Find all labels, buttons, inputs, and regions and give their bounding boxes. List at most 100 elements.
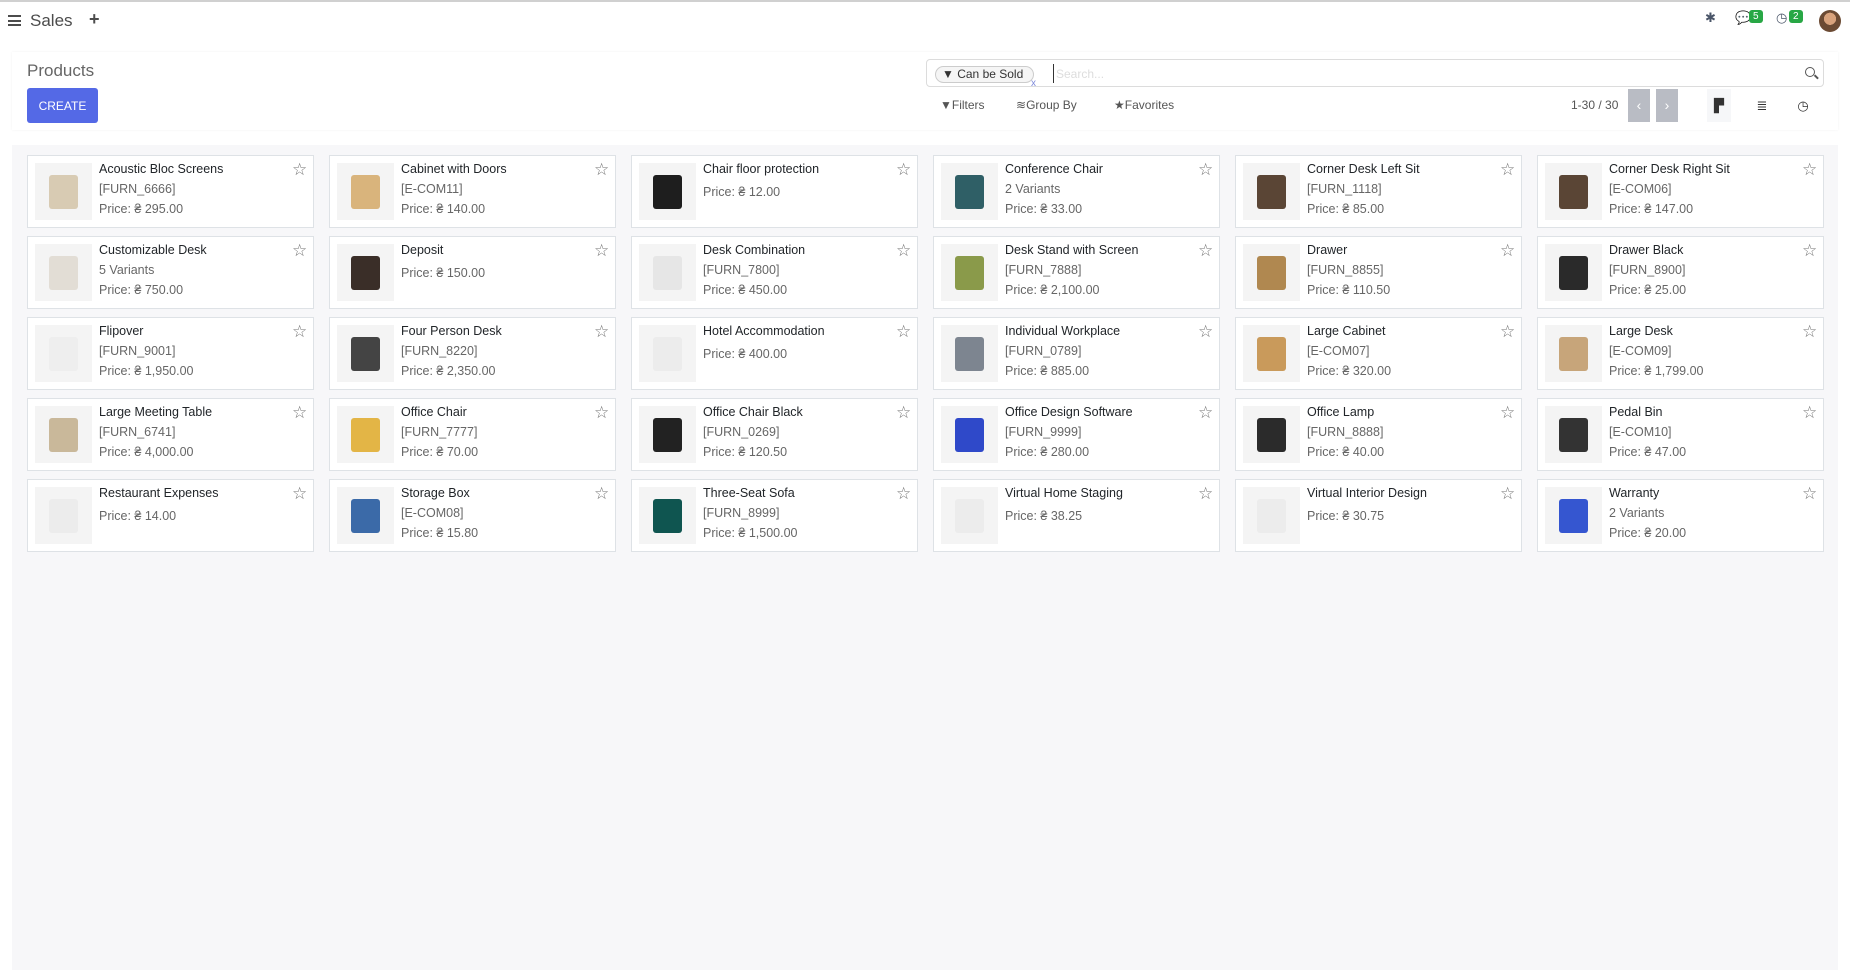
product-card[interactable]: Corner Desk Left Sit [FURN_1118] Price: ₴… xyxy=(1235,155,1522,228)
chat-icon[interactable]: 💬 xyxy=(1735,10,1752,25)
product-card[interactable]: Office Chair [FURN_7777] Price: ₴ 70.00 ☆ xyxy=(329,398,616,471)
product-card[interactable]: Corner Desk Right Sit [E-COM06] Price: ₴ … xyxy=(1537,155,1824,228)
favorite-star-icon[interactable]: ☆ xyxy=(1198,484,1214,503)
product-image xyxy=(337,487,394,544)
product-card[interactable]: Individual Workplace [FURN_0789] Price: ₴… xyxy=(933,317,1220,390)
product-card[interactable]: Office Lamp [FURN_8888] Price: ₴ 40.00 ☆ xyxy=(1235,398,1522,471)
product-card[interactable]: Office Chair Black [FURN_0269] Price: ₴ 1… xyxy=(631,398,918,471)
product-card[interactable]: Storage Box [E-COM08] Price: ₴ 15.80 ☆ xyxy=(329,479,616,552)
filters-button[interactable]: ▼Filters xyxy=(940,98,985,112)
favorite-star-icon[interactable]: ☆ xyxy=(1198,241,1214,260)
clock-icon[interactable]: ◷ xyxy=(1776,10,1788,25)
product-card[interactable]: Warranty 2 Variants Price: ₴ 20.00 ☆ xyxy=(1537,479,1824,552)
product-name: Individual Workplace xyxy=(1005,324,1121,338)
product-card[interactable]: Cabinet with Doors [E-COM11] Price: ₴ 140… xyxy=(329,155,616,228)
product-reference: [FURN_8855] xyxy=(1307,263,1384,277)
product-card[interactable]: Four Person Desk [FURN_8220] Price: ₴ 2,3… xyxy=(329,317,616,390)
search-icon[interactable] xyxy=(1805,67,1815,77)
favorite-star-icon[interactable]: ☆ xyxy=(896,322,912,341)
favorite-star-icon[interactable]: ☆ xyxy=(1500,322,1516,341)
favorite-star-icon[interactable]: ☆ xyxy=(1802,160,1818,179)
app-title[interactable]: Sales xyxy=(30,11,73,30)
favorite-star-icon[interactable]: ☆ xyxy=(594,322,610,341)
product-card[interactable]: Drawer [FURN_8855] Price: ₴ 110.50 ☆ xyxy=(1235,236,1522,309)
pager-previous-button[interactable]: ‹ xyxy=(1628,89,1650,122)
favorite-star-icon[interactable]: ☆ xyxy=(594,403,610,422)
favorite-star-icon[interactable]: ☆ xyxy=(1198,322,1214,341)
favorite-star-icon[interactable]: ☆ xyxy=(292,322,308,341)
product-card[interactable]: Virtual Interior Design Price: ₴ 30.75 ☆ xyxy=(1235,479,1522,552)
favorite-star-icon[interactable]: ☆ xyxy=(1802,403,1818,422)
product-reference: [FURN_8220] xyxy=(401,344,478,358)
product-name: Desk Combination xyxy=(703,243,806,257)
favorite-star-icon[interactable]: ☆ xyxy=(896,241,912,260)
product-reference: [FURN_0789] xyxy=(1005,344,1082,358)
favorite-star-icon[interactable]: ☆ xyxy=(896,403,912,422)
favorite-star-icon[interactable]: ☆ xyxy=(292,403,308,422)
product-card[interactable]: Acoustic Bloc Screens [FURN_6666] Price: … xyxy=(27,155,314,228)
favorite-star-icon[interactable]: ☆ xyxy=(594,160,610,179)
activity-view-icon[interactable]: ◷ xyxy=(1797,98,1809,113)
favorite-star-icon[interactable]: ☆ xyxy=(1802,484,1818,503)
product-card[interactable]: Large Desk [E-COM09] Price: ₴ 1,799.00 ☆ xyxy=(1537,317,1824,390)
pager-next-button[interactable]: › xyxy=(1656,89,1678,122)
avatar[interactable] xyxy=(1819,10,1841,32)
product-card[interactable]: Three-Seat Sofa [FURN_8999] Price: ₴ 1,50… xyxy=(631,479,918,552)
remove-facet-icon[interactable]: x xyxy=(1031,78,1036,89)
product-reference: [E-COM10] xyxy=(1609,425,1672,439)
product-card[interactable]: Conference Chair 2 Variants Price: ₴ 33.0… xyxy=(933,155,1220,228)
product-card[interactable]: Flipover [FURN_9001] Price: ₴ 1,950.00 ☆ xyxy=(27,317,314,390)
group-by-button[interactable]: ≋Group By xyxy=(1016,98,1077,112)
favorite-star-icon[interactable]: ☆ xyxy=(896,484,912,503)
favorite-star-icon[interactable]: ☆ xyxy=(1802,322,1818,341)
favorite-star-icon[interactable]: ☆ xyxy=(1500,403,1516,422)
favorite-star-icon[interactable]: ☆ xyxy=(292,160,308,179)
favorite-star-icon[interactable]: ☆ xyxy=(594,484,610,503)
product-price: Price: ₴ 320.00 xyxy=(1307,364,1392,378)
product-image xyxy=(639,163,696,220)
product-reference: [E-COM08] xyxy=(401,506,464,520)
create-button[interactable]: CREATE xyxy=(27,88,98,123)
product-reference: [FURN_7777] xyxy=(401,425,478,439)
product-name: Office Chair xyxy=(401,405,467,419)
favorite-star-icon[interactable]: ☆ xyxy=(1198,160,1214,179)
product-name: Customizable Desk xyxy=(99,243,207,257)
product-card[interactable]: Drawer Black [FURN_8900] Price: ₴ 25.00 ☆ xyxy=(1537,236,1824,309)
favorite-star-icon[interactable]: ☆ xyxy=(1500,160,1516,179)
search-input[interactable] xyxy=(1053,64,1753,83)
menu-icon[interactable] xyxy=(8,15,21,26)
pager-value[interactable]: 1-30 / 30 xyxy=(1571,98,1619,112)
list-view-icon[interactable]: ≣ xyxy=(1756,98,1768,113)
product-reference: [E-COM09] xyxy=(1609,344,1672,358)
product-card[interactable]: Office Design Software [FURN_9999] Price:… xyxy=(933,398,1220,471)
product-price: Price: ₴ 1,950.00 xyxy=(99,364,194,378)
product-card[interactable]: Restaurant Expenses Price: ₴ 14.00 ☆ xyxy=(27,479,314,552)
product-card[interactable]: Deposit Price: ₴ 150.00 ☆ xyxy=(329,236,616,309)
plus-icon[interactable]: + xyxy=(89,9,100,29)
product-card[interactable]: Virtual Home Staging Price: ₴ 38.25 ☆ xyxy=(933,479,1220,552)
product-card[interactable]: Customizable Desk 5 Variants Price: ₴ 750… xyxy=(27,236,314,309)
favorites-button[interactable]: ★Favorites xyxy=(1114,98,1174,112)
product-reference: [FURN_0269] xyxy=(703,425,780,439)
product-reference: [E-COM06] xyxy=(1609,182,1672,196)
favorite-star-icon[interactable]: ☆ xyxy=(292,241,308,260)
product-name: Office Design Software xyxy=(1005,405,1133,419)
product-card[interactable]: Desk Stand with Screen [FURN_7888] Price:… xyxy=(933,236,1220,309)
favorite-star-icon[interactable]: ☆ xyxy=(1500,484,1516,503)
favorite-star-icon[interactable]: ☆ xyxy=(896,160,912,179)
favorite-star-icon[interactable]: ☆ xyxy=(1198,403,1214,422)
kanban-view-icon[interactable]: ▛ xyxy=(1707,89,1731,122)
product-image xyxy=(941,244,998,301)
product-card[interactable]: Chair floor protection Price: ₴ 12.00 ☆ xyxy=(631,155,918,228)
favorite-star-icon[interactable]: ☆ xyxy=(292,484,308,503)
favorite-star-icon[interactable]: ☆ xyxy=(1500,241,1516,260)
favorite-star-icon[interactable]: ☆ xyxy=(594,241,610,260)
favorite-star-icon[interactable]: ☆ xyxy=(1802,241,1818,260)
product-card[interactable]: Hotel Accommodation Price: ₴ 400.00 ☆ xyxy=(631,317,918,390)
product-card[interactable]: Large Cabinet [E-COM07] Price: ₴ 320.00 ☆ xyxy=(1235,317,1522,390)
bug-icon[interactable]: ✱ xyxy=(1705,10,1716,25)
top-navbar: Sales + ✱ 💬 5 ◷ 2 xyxy=(0,2,1850,42)
product-card[interactable]: Large Meeting Table [FURN_6741] Price: ₴ … xyxy=(27,398,314,471)
product-card[interactable]: Pedal Bin [E-COM10] Price: ₴ 47.00 ☆ xyxy=(1537,398,1824,471)
product-card[interactable]: Desk Combination [FURN_7800] Price: ₴ 450… xyxy=(631,236,918,309)
